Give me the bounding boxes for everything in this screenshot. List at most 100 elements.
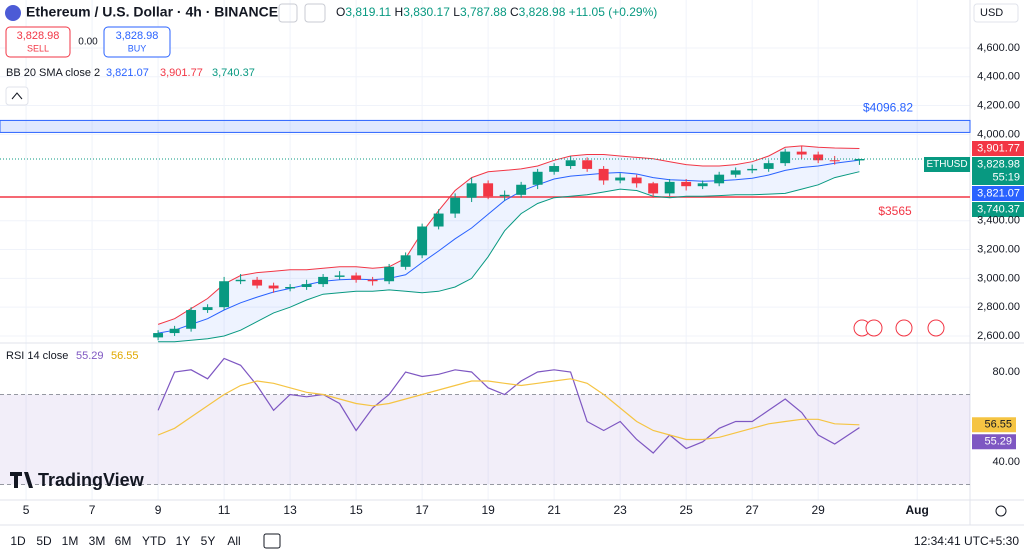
period-button[interactable]: 1Y (176, 534, 191, 548)
more-button[interactable] (304, 3, 326, 23)
buy-button[interactable] (103, 26, 171, 58)
y-tick-label: 3,200.00 (977, 243, 1020, 255)
x-tick-label: Aug (906, 503, 929, 517)
event-icons[interactable] (853, 319, 945, 337)
currency-button[interactable] (973, 3, 1019, 23)
event-icon[interactable] (927, 319, 945, 337)
candle-body (301, 284, 312, 287)
symbol-tag-label: ETHUSD (926, 159, 967, 170)
candle-body (334, 275, 345, 277)
candle-body (433, 213, 444, 227)
candle-body (417, 226, 428, 256)
y-tick-label: 2,800.00 (977, 301, 1020, 313)
rsi-tag (972, 434, 1016, 450)
period-button[interactable]: 6M (115, 534, 132, 548)
y-tick-label: 3,000.00 (977, 272, 1020, 284)
sell-label[interactable]: SELL (27, 43, 49, 53)
rsi-tag (972, 417, 1016, 433)
event-icon[interactable] (865, 319, 883, 337)
price-tag (972, 156, 1024, 185)
x-tick-label: 25 (679, 503, 693, 517)
icon-button[interactable] (278, 3, 298, 23)
rsi-line (157, 357, 860, 454)
ohlc-key: C (510, 5, 519, 19)
brand-logo (10, 472, 33, 488)
candle-body (796, 151, 807, 155)
event-icon[interactable] (895, 319, 913, 337)
change: +11.05 (+0.29%) (569, 5, 658, 19)
rsi-legend[interactable]: RSI 14 close (6, 350, 68, 362)
period-button[interactable]: 3M (89, 534, 106, 548)
candle-body (813, 154, 824, 161)
bb-basis-value: 3,821.07 (106, 67, 149, 79)
candle-body (202, 307, 213, 311)
sell-button[interactable] (5, 26, 71, 58)
period-button[interactable]: All (227, 534, 240, 548)
x-tick-label: 21 (547, 503, 561, 517)
candle-body (169, 328, 180, 334)
period-button[interactable]: YTD (142, 534, 166, 548)
buy-price[interactable]: 3,828.98 (116, 30, 159, 42)
period-button[interactable]: 1M (62, 534, 79, 548)
rsi-tag-label: 55.29 (984, 436, 1012, 448)
candle-body (367, 279, 378, 282)
rsi-tag-label: 56.55 (984, 419, 1012, 431)
price-tag-label: 3,901.77 (977, 142, 1020, 154)
candle-body (697, 183, 708, 187)
x-tick-label: 15 (349, 503, 363, 517)
settings-button[interactable] (995, 505, 1007, 517)
candle-body (466, 183, 477, 198)
candle-body (268, 285, 279, 289)
ohlc: O3,819.11 H3,830.17 L3,787.88 C3,828.98 … (336, 5, 657, 19)
spread: 0.00 (78, 37, 98, 48)
candle-body (648, 183, 659, 194)
price-tag (972, 185, 1024, 201)
symbol[interactable]: Ethereum / U.S. Dollar · 4h · BINANCE (26, 4, 278, 20)
countdown: 55:19 (992, 171, 1020, 183)
buy-label[interactable]: BUY (128, 43, 147, 53)
candle-body (549, 166, 560, 172)
rsi-band (0, 394, 970, 485)
candle-body (615, 177, 626, 181)
date-range-button[interactable] (263, 533, 281, 549)
candle-body (499, 194, 510, 197)
rsi-ma-line (157, 378, 860, 441)
sell-price[interactable]: 3,828.98 (17, 30, 60, 42)
ohlc-value: 3,819.11 (345, 5, 391, 19)
candle-body (763, 163, 774, 169)
clock: 12:34:41 UTC+5:30 (914, 534, 1019, 548)
x-tick-label: 19 (481, 503, 495, 517)
ohlc-value: 3,830.17 (403, 5, 450, 19)
period-button[interactable]: 5Y (201, 534, 216, 548)
candle-body (285, 286, 296, 289)
x-tick-label: 7 (89, 503, 96, 517)
candle-body (582, 160, 593, 169)
candle-body (681, 181, 692, 187)
y-tick-label: 4,600.00 (977, 42, 1020, 54)
candle-body (780, 151, 791, 164)
symbol-logo[interactable] (5, 5, 21, 21)
candle-body (730, 170, 741, 175)
collapse-button[interactable] (5, 86, 29, 106)
candle-body (186, 310, 197, 329)
price-tag (972, 201, 1024, 217)
candle-body (747, 168, 758, 171)
bb-fill (158, 145, 860, 342)
candle-body (252, 279, 263, 286)
x-tick-label: 13 (283, 503, 297, 517)
currency[interactable]: USD (980, 7, 1003, 19)
x-tick-label: 23 (613, 503, 627, 517)
candle-body (565, 160, 576, 167)
period-button[interactable]: 1D (10, 534, 26, 548)
period-bar: 1D 5D 1M 3M 6M YTD 1Y 5Y All (10, 534, 240, 548)
x-tick-label: 11 (218, 503, 231, 517)
ohlc-value: 3,787.88 (460, 5, 507, 19)
y-tick-label: 4,000.00 (977, 128, 1020, 140)
rsi-ma-value: 56.55 (111, 350, 139, 362)
ohlc-key: L (453, 5, 460, 19)
candle-body (714, 174, 725, 184)
period-button[interactable]: 5D (36, 534, 52, 548)
brand: TradingView (38, 470, 145, 490)
bb-legend[interactable]: BB 20 SMA close 2 (6, 67, 100, 79)
